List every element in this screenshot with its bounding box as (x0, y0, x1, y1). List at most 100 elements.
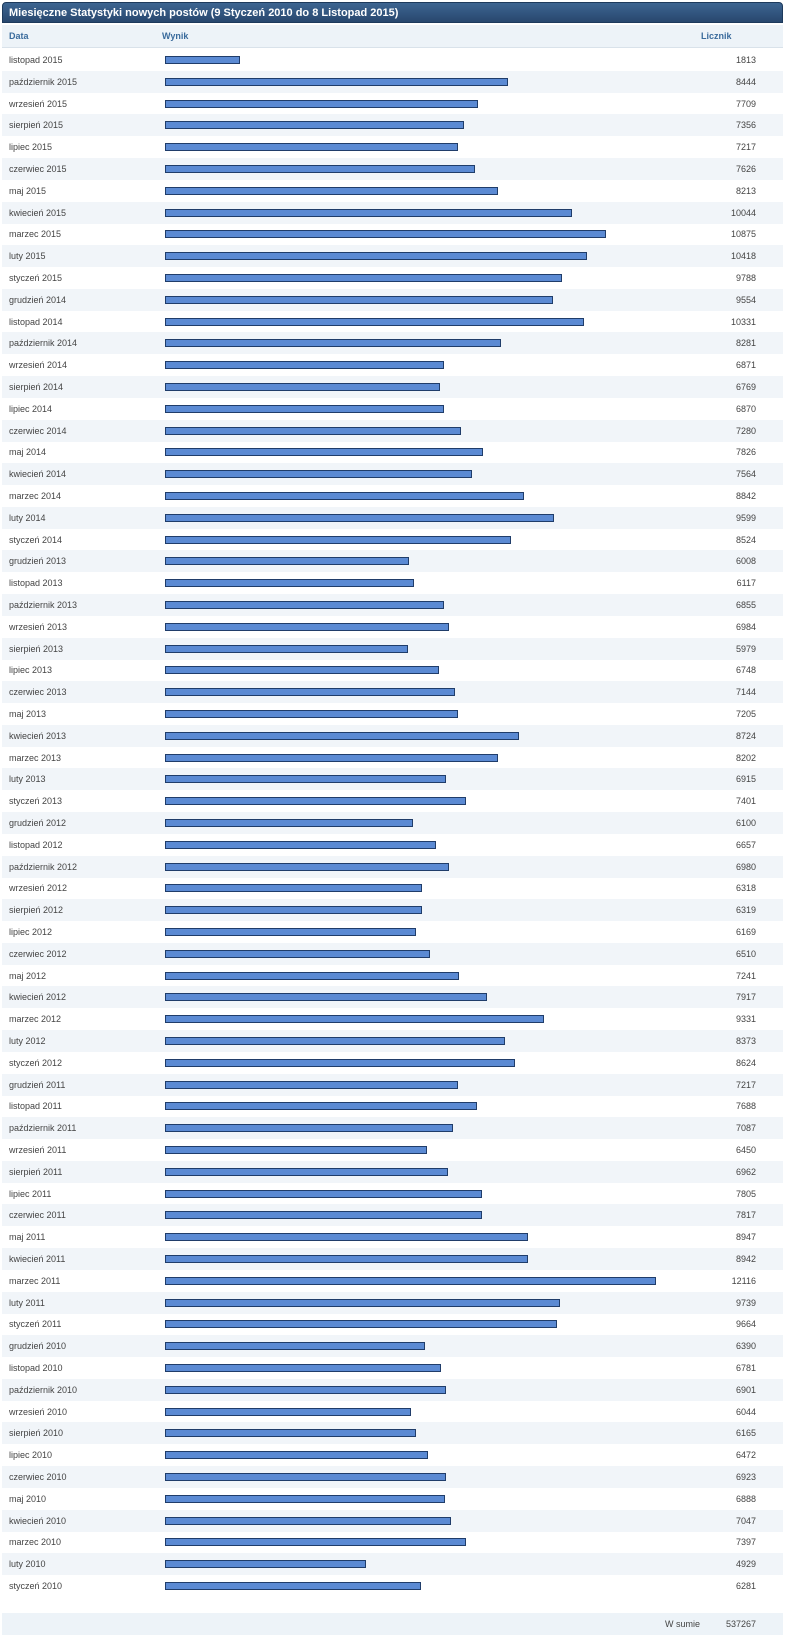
table-row: marzec 2010 7397 (2, 1531, 783, 1553)
row-date-label: lipiec 2013 (9, 665, 53, 676)
row-count: 8213 (735, 185, 756, 196)
row-count: 5979 (735, 643, 756, 654)
table-row: grudzień 2014 9554 (2, 288, 783, 311)
table-row: listopad 2012 6657 (2, 834, 783, 856)
result-bar (165, 1429, 416, 1438)
result-bar (165, 1320, 557, 1329)
column-header-counter[interactable]: Licznik (701, 31, 732, 41)
result-bar (165, 971, 459, 980)
result-bar (165, 644, 408, 653)
table-row: sierpień 2011 6962 (2, 1160, 783, 1183)
row-date-label: październik 2011 (9, 1123, 77, 1134)
column-header-date[interactable]: Data (9, 31, 29, 41)
table-row: marzec 2013 8202 (2, 747, 783, 769)
table-row: sierpień 2010 6165 (2, 1422, 783, 1445)
row-count: 6165 (735, 1428, 756, 1439)
result-bar (165, 1146, 427, 1154)
table-row: wrzesień 2012 6318 (2, 877, 783, 899)
result-bar (165, 274, 562, 282)
row-count: 6962 (735, 1166, 756, 1177)
result-bar (165, 819, 413, 827)
row-date-label: sierpień 2012 (9, 905, 64, 916)
table-row: czerwiec 2013 7144 (2, 681, 783, 704)
table-row: maj 2015 8213 (2, 180, 783, 202)
row-count: 6923 (735, 1472, 756, 1482)
result-bar (165, 579, 414, 588)
row-count: 7356 (735, 120, 756, 131)
table-row: lipiec 2010 6472 (2, 1444, 783, 1466)
row-date-label: listopad 2014 (9, 316, 63, 327)
row-count: 10044 (730, 207, 756, 218)
table-row: lipiec 2015 7217 (2, 136, 783, 158)
row-date-label: luty 2014 (9, 512, 46, 523)
row-count: 10875 (730, 229, 756, 240)
table-row: czerwiec 2014 7280 (2, 419, 783, 442)
table-row: listopad 2010 6781 (2, 1357, 783, 1379)
row-count: 7826 (735, 447, 756, 458)
row-date-label: czerwiec 2013 (9, 687, 67, 698)
row-count: 7280 (735, 425, 756, 436)
result-bar (165, 1516, 451, 1525)
row-date-label: sierpień 2011 (9, 1166, 63, 1177)
table-row: wrzesień 2013 6984 (2, 616, 783, 638)
result-bar (165, 949, 430, 958)
row-date-label: marzec 2015 (9, 229, 62, 240)
result-bar (165, 797, 466, 806)
result-bar (165, 252, 587, 261)
row-count: 8524 (735, 534, 756, 545)
table-row: kwiecień 2012 7917 (2, 986, 783, 1009)
row-count: 6980 (735, 861, 756, 872)
row-count: 7397 (735, 1537, 756, 1548)
table-row: czerwiec 2015 7626 (2, 158, 783, 180)
table-row: październik 2010 6901 (2, 1378, 783, 1401)
row-count: 6748 (735, 665, 756, 676)
row-date-label: lipiec 2011 (9, 1188, 52, 1199)
result-bar (165, 1276, 656, 1285)
table-row: grudzień 2013 6008 (2, 550, 783, 573)
table-row: grudzień 2012 6100 (2, 812, 783, 834)
result-bar (165, 1342, 425, 1351)
row-count: 7688 (735, 1101, 756, 1112)
result-bar (165, 1015, 544, 1024)
table-row: październik 2011 7087 (2, 1117, 783, 1140)
row-count: 9599 (735, 512, 756, 523)
result-bar (165, 731, 519, 740)
row-date-label: marzec 2014 (9, 491, 62, 501)
table-row: maj 2014 7826 (2, 441, 783, 463)
result-bar (165, 1582, 421, 1590)
row-date-label: luty 2013 (9, 774, 46, 785)
table-row: sierpień 2012 6319 (2, 899, 783, 922)
table-row: maj 2011 8947 (2, 1226, 783, 1248)
row-date-label: grudzień 2012 (9, 818, 67, 828)
result-bar (165, 426, 461, 435)
table-row: wrzesień 2015 7709 (2, 93, 783, 115)
result-bar (165, 448, 483, 457)
row-count: 6390 (735, 1341, 756, 1352)
row-date-label: styczeń 2015 (9, 273, 63, 283)
result-bar (165, 186, 498, 195)
row-date-label: kwiecień 2012 (9, 992, 67, 1003)
row-count: 6044 (735, 1406, 756, 1417)
column-header-result[interactable]: Wynik (162, 31, 189, 41)
result-bar (165, 1494, 445, 1503)
row-count: 7047 (735, 1515, 756, 1526)
table-row: kwiecień 2015 10044 (2, 201, 783, 224)
row-date-label: czerwiec 2010 (9, 1472, 67, 1482)
result-bar (165, 710, 458, 718)
table-row: październik 2013 6855 (2, 594, 783, 616)
table-row: październik 2012 6980 (2, 855, 783, 878)
row-date-label: listopad 2012 (9, 839, 63, 850)
row-count: 7217 (735, 1079, 756, 1090)
row-count: 7817 (735, 1210, 756, 1221)
table-row: wrzesień 2014 6871 (2, 354, 783, 376)
row-date-label: marzec 2013 (9, 752, 62, 763)
row-count: 6855 (735, 600, 756, 610)
result-bar (165, 121, 464, 130)
row-count: 7805 (735, 1188, 756, 1199)
result-bar (165, 840, 436, 849)
row-date-label: listopad 2010 (9, 1363, 63, 1373)
result-bar (165, 666, 439, 675)
row-date-label: styczeń 2011 (9, 1319, 62, 1330)
row-date-label: grudzień 2011 (9, 1079, 66, 1090)
row-date-label: styczeń 2012 (9, 1057, 63, 1068)
